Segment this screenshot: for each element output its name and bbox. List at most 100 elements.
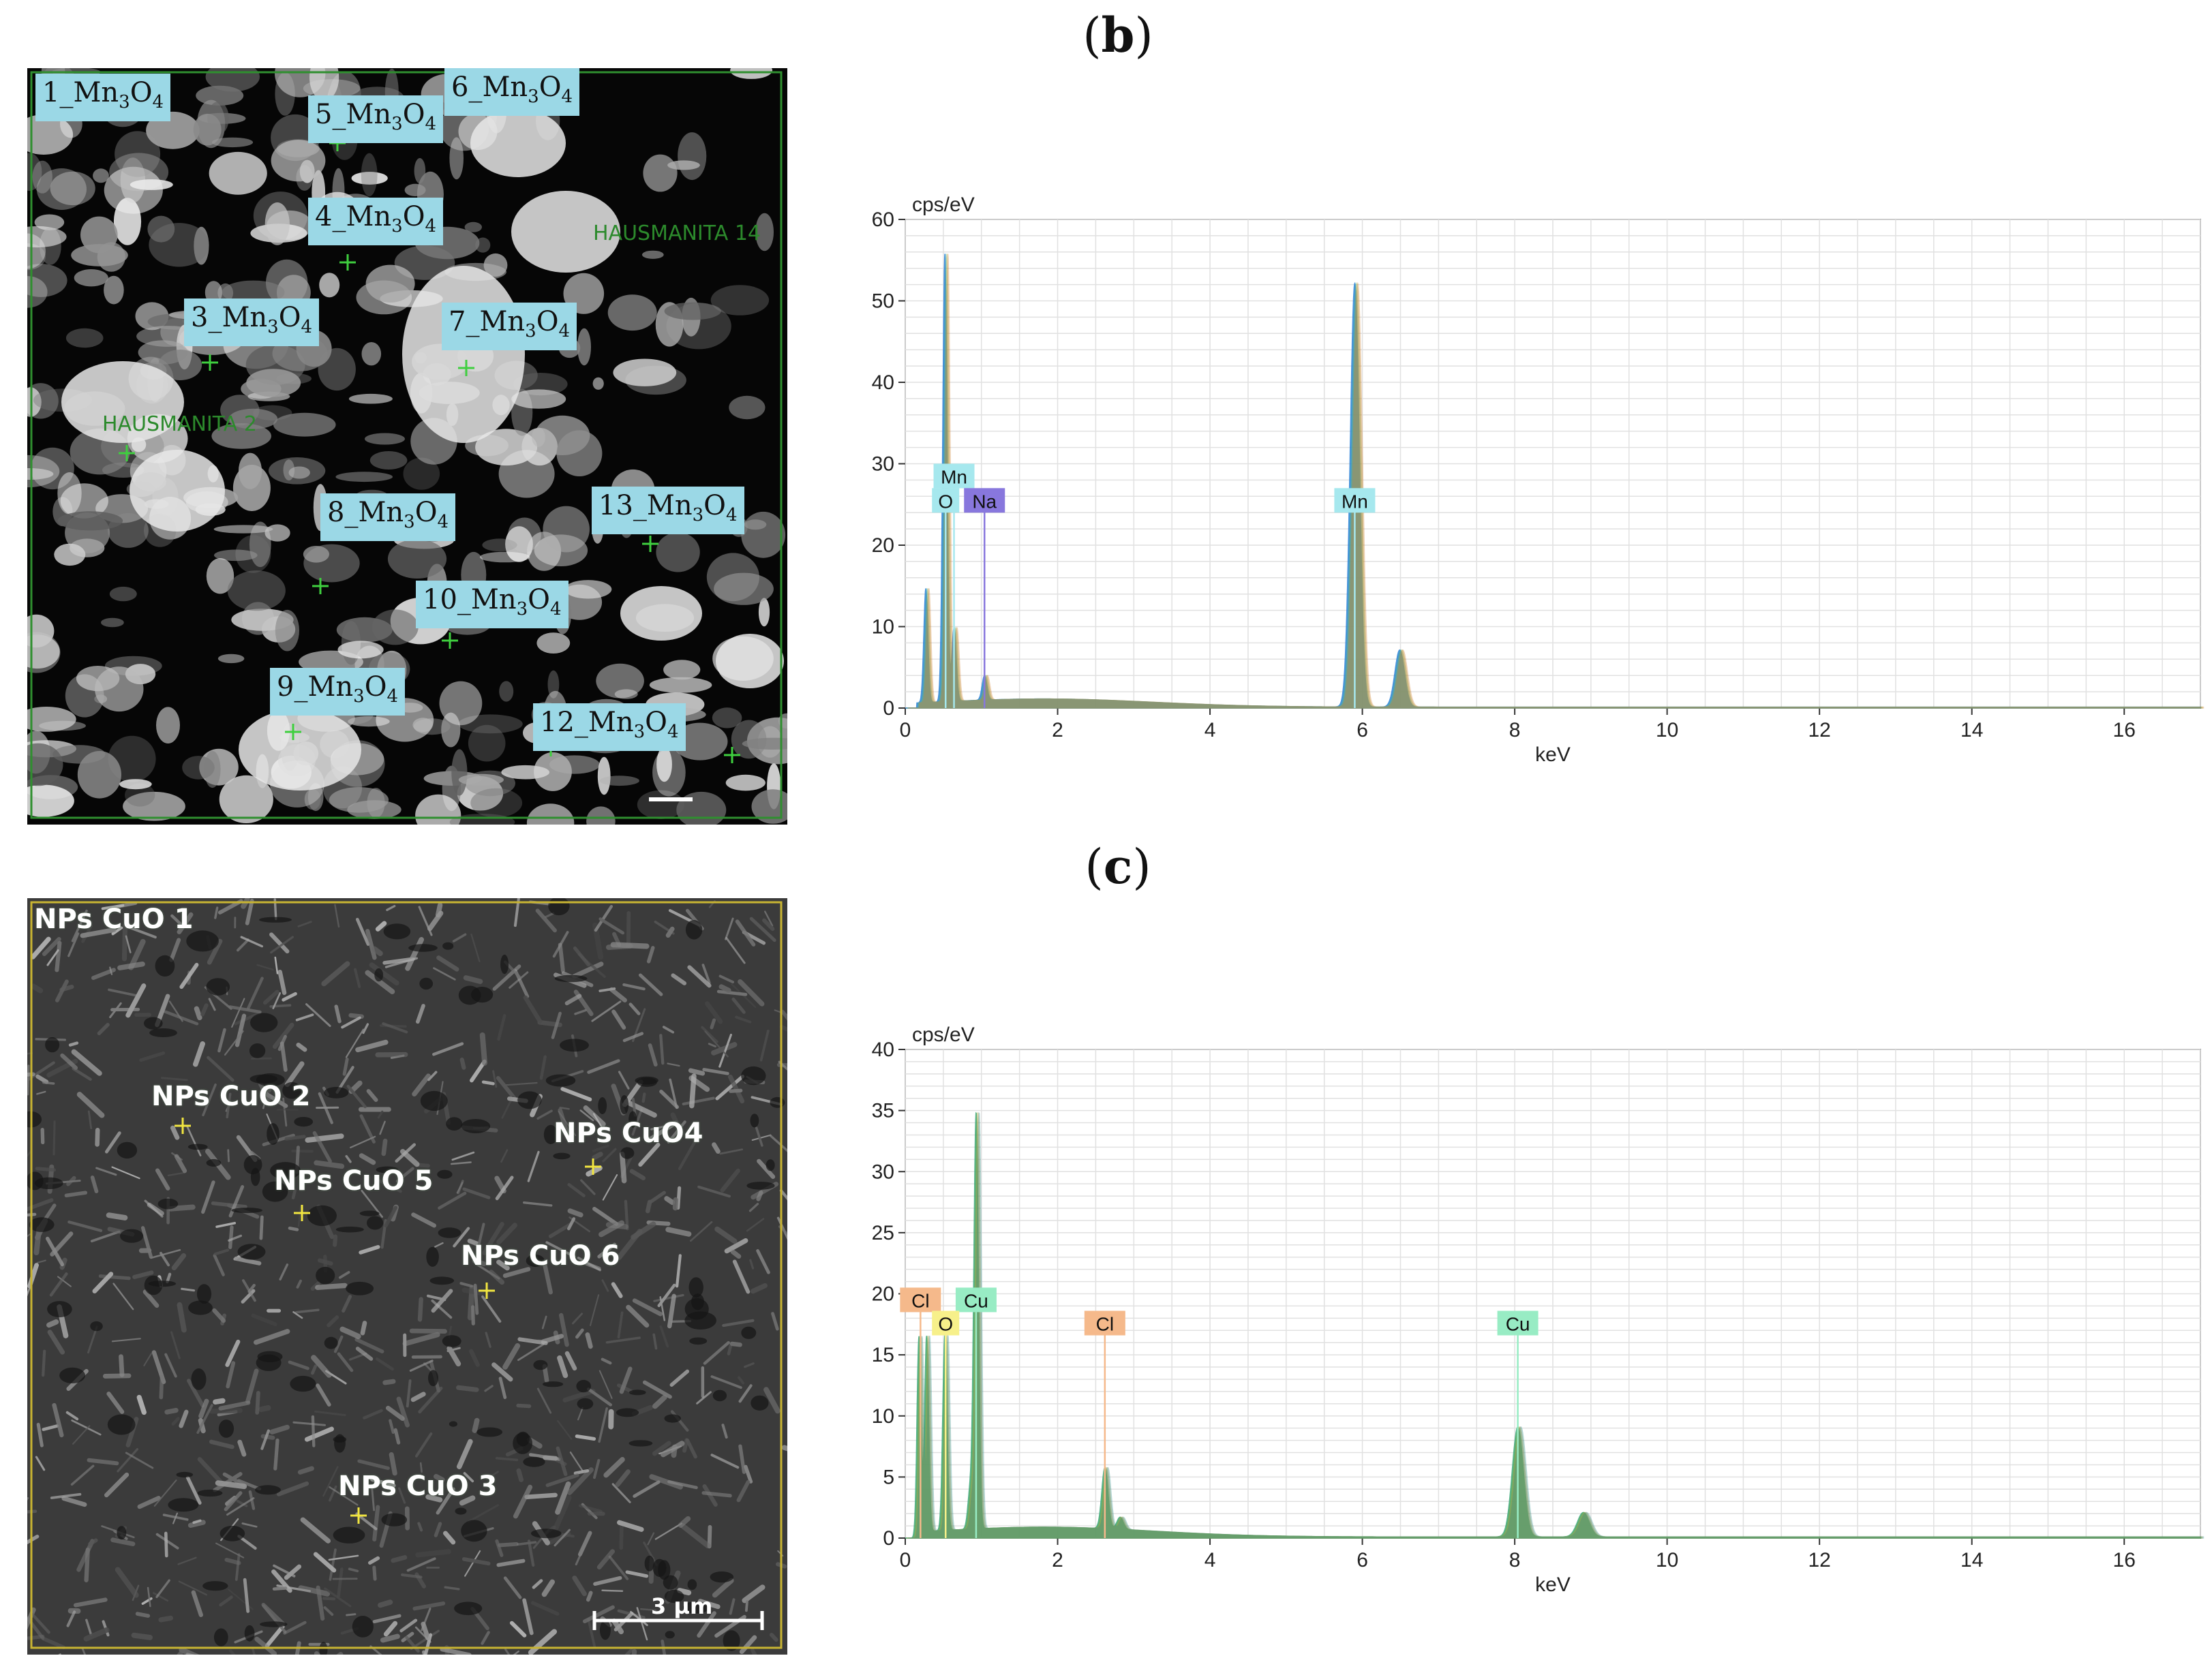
- particle-blob: [27, 114, 74, 155]
- nanoflake: [643, 1541, 658, 1567]
- nanoflake: [638, 973, 663, 996]
- particle-blob: [36, 168, 87, 210]
- mn-y-tick-label: 20: [872, 534, 894, 557]
- nanoflake: [372, 946, 383, 957]
- nanoflake: [27, 1535, 40, 1545]
- cu-element-label-box: [1084, 1310, 1125, 1336]
- cu-spectrum-trace-3: [907, 1111, 2203, 1539]
- nanoflake: [178, 1580, 208, 1596]
- nanoflake: [322, 1466, 339, 1497]
- mn-element-label-box: [1334, 488, 1376, 513]
- spot-marker: [442, 632, 458, 649]
- dark-pore: [554, 974, 588, 983]
- nanoflake: [198, 1398, 209, 1419]
- nanoflake: [492, 1070, 498, 1088]
- nanoflake: [346, 1613, 357, 1616]
- nanoflake: [513, 1484, 533, 1519]
- mn3o4-spot-label-8: 8_Mn3O4: [320, 493, 456, 541]
- nanoflake: [329, 1548, 337, 1581]
- cu-element-label-cl: Cl: [1096, 1314, 1114, 1335]
- nanoflake: [617, 1311, 624, 1338]
- mn-spectrum-trace-4: [908, 254, 2205, 709]
- nanoflake: [311, 1415, 316, 1447]
- nanoflake: [652, 1333, 658, 1350]
- nanoflake: [748, 1203, 759, 1212]
- dark-pore: [455, 1507, 467, 1515]
- dark-pore: [218, 1419, 234, 1438]
- particle-blob: [365, 264, 415, 303]
- dark-pore: [442, 1335, 461, 1347]
- dark-pore: [599, 1620, 611, 1640]
- nanoflake: [383, 1621, 398, 1637]
- particle-blob: [206, 558, 234, 594]
- nanoflake: [236, 1499, 248, 1507]
- scale-bar-label: 3 µm: [651, 1593, 713, 1619]
- particle-blob: [710, 285, 770, 316]
- particle-blob: [458, 773, 504, 786]
- particle-blob: [643, 154, 678, 192]
- nanoflake: [630, 1610, 648, 1627]
- nanoflake: [369, 962, 399, 986]
- mn-element-label-box: [933, 463, 975, 489]
- nanoflake: [742, 1584, 766, 1603]
- dark-pore: [408, 944, 438, 952]
- nanoflake: [111, 1338, 141, 1342]
- nanoflake: [277, 969, 287, 996]
- nanoflake: [399, 1618, 418, 1633]
- nanoflake: [132, 1270, 154, 1279]
- nanoflake: [601, 1357, 612, 1365]
- mn3o4-spot-label-5: 5_Mn3O4: [308, 95, 444, 143]
- particle-blob: [213, 525, 273, 534]
- nanoflake: [312, 1131, 332, 1163]
- nanoflake: [703, 1341, 730, 1365]
- nanoflake: [716, 989, 748, 996]
- nanoflake: [372, 1505, 380, 1541]
- nanoflake: [166, 1272, 172, 1284]
- nanoflake: [380, 1633, 400, 1643]
- particle-blob: [27, 264, 67, 297]
- nanoflake: [27, 1052, 33, 1055]
- nanoflake: [269, 1424, 290, 1434]
- dark-pore: [334, 1434, 346, 1453]
- nanoflake: [181, 1287, 196, 1292]
- nanoflake: [258, 1081, 271, 1101]
- particle-blob: [649, 677, 712, 693]
- particle-blob: [95, 666, 144, 712]
- nanoflake: [241, 1279, 256, 1302]
- particle-blob: [27, 743, 63, 786]
- particle-blob: [372, 609, 419, 645]
- nanoflake: [434, 1242, 444, 1248]
- particle-blob: [656, 746, 672, 782]
- dark-pore: [237, 1244, 266, 1260]
- nanoflake: [194, 1006, 202, 1021]
- nanoflake: [342, 1057, 349, 1076]
- nanoflake: [317, 1258, 333, 1266]
- nanoflake: [444, 1586, 460, 1591]
- nanoflake: [393, 1428, 401, 1445]
- nanoflake: [143, 1353, 153, 1366]
- nanoflake: [456, 1385, 479, 1392]
- nanoflake: [685, 1438, 697, 1459]
- dark-pore: [376, 1166, 399, 1173]
- nanoflake: [615, 1469, 631, 1487]
- nanoflake: [271, 1569, 292, 1593]
- nanoflake: [738, 979, 765, 1007]
- nanoflake: [555, 1481, 571, 1515]
- bright-cluster: [470, 109, 566, 177]
- nanoflake: [106, 1212, 128, 1221]
- nanoflake: [42, 1424, 59, 1431]
- nanoflake: [697, 1611, 716, 1638]
- dark-pore: [259, 917, 292, 923]
- nanoflake: [47, 1330, 65, 1355]
- cu-spectrum-trace-4: [908, 1111, 2205, 1539]
- dark-pore: [262, 1181, 288, 1202]
- nanoflake: [559, 1313, 569, 1347]
- nanoflake: [560, 1087, 592, 1102]
- particle-blob: [156, 707, 180, 743]
- nanoflake: [450, 1161, 472, 1165]
- particle-blob: [599, 776, 639, 786]
- nanoflake: [477, 1223, 485, 1247]
- nanoflake: [410, 1629, 440, 1651]
- particle-blob: [27, 614, 55, 648]
- nanoflake: [575, 1328, 584, 1339]
